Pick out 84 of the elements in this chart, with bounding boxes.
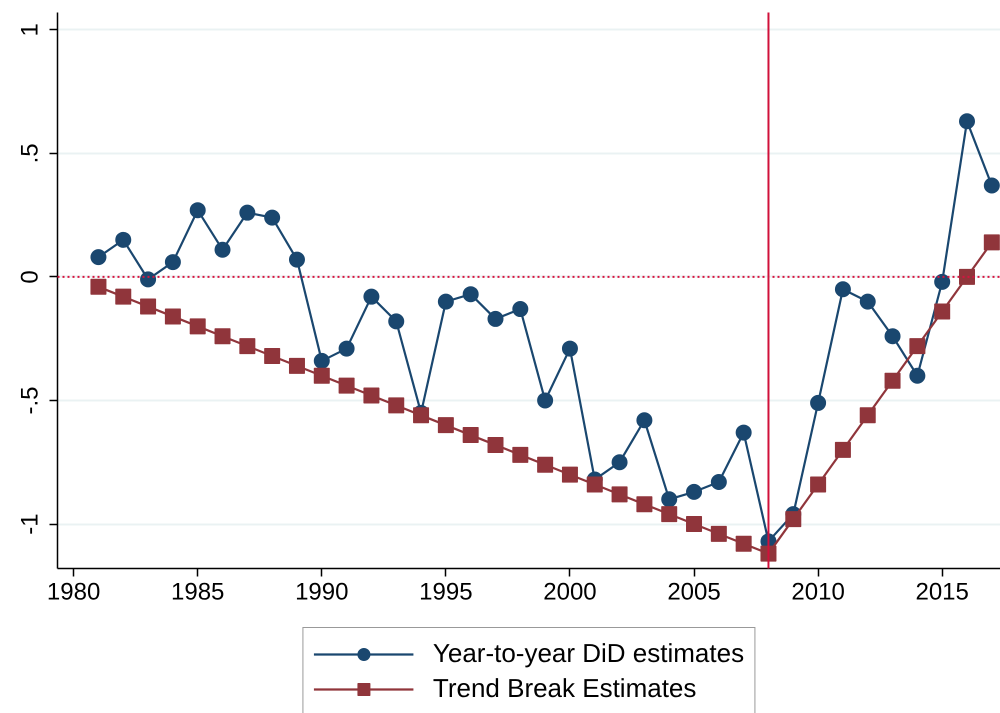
point [959, 113, 975, 130]
point [462, 286, 479, 302]
point [388, 397, 404, 414]
point [661, 506, 678, 522]
point [860, 407, 876, 424]
point [338, 378, 355, 394]
point [636, 412, 652, 428]
point [115, 288, 132, 305]
point [612, 486, 628, 502]
point [388, 313, 404, 330]
point [338, 340, 355, 357]
point [736, 424, 752, 441]
point [190, 202, 206, 218]
point [164, 308, 181, 324]
point [586, 476, 603, 492]
y-tick-label: -.5 [16, 386, 44, 414]
point [314, 368, 330, 384]
point [736, 536, 752, 552]
y-tick-label: 0 [16, 270, 44, 284]
point [363, 288, 380, 305]
point [288, 358, 305, 374]
point [488, 310, 504, 327]
point [462, 427, 479, 444]
point [363, 388, 380, 404]
point [214, 242, 231, 258]
legend-label: Trend Break Estimates [432, 673, 696, 704]
point [488, 436, 504, 453]
point [512, 301, 528, 318]
point [140, 298, 156, 315]
point [909, 368, 926, 384]
point [239, 338, 256, 354]
x-tick-label: 2005 [667, 578, 721, 606]
point [537, 392, 554, 408]
point [686, 516, 702, 532]
point [562, 340, 578, 357]
point [810, 394, 826, 411]
point [140, 271, 156, 288]
point [934, 304, 950, 320]
point [636, 496, 652, 512]
x-tick-label: 2015 [915, 578, 969, 606]
point [288, 252, 305, 268]
point [239, 204, 256, 221]
point [612, 454, 628, 470]
point [785, 511, 802, 528]
point [710, 526, 727, 542]
point [834, 281, 851, 298]
point [810, 476, 826, 492]
point [512, 446, 528, 463]
y-tick-label: .5 [16, 143, 44, 164]
point [314, 352, 330, 369]
point [562, 466, 578, 483]
x-tick-label: 2010 [791, 578, 845, 606]
point [537, 456, 554, 473]
point [984, 177, 1000, 194]
point [686, 484, 702, 500]
x-tick-label: 2000 [543, 578, 597, 606]
point [884, 372, 901, 389]
point [264, 348, 280, 364]
point [190, 318, 206, 334]
point [959, 268, 975, 285]
point [884, 328, 901, 344]
point [164, 254, 181, 270]
point [710, 474, 727, 490]
x-tick-label: 1980 [46, 578, 100, 606]
point [90, 278, 106, 295]
point [438, 294, 454, 310]
point [934, 274, 950, 290]
point [984, 234, 1000, 250]
point [90, 249, 106, 266]
point [860, 294, 876, 310]
point [438, 417, 454, 434]
x-tick-label: 1990 [295, 578, 348, 606]
point [413, 407, 430, 424]
legend-label: Year-to-year DiD estimates [432, 638, 744, 669]
point [909, 338, 926, 354]
point [264, 210, 280, 226]
point [115, 232, 132, 248]
x-tick-label: 1985 [171, 578, 224, 606]
y-tick-label: 1 [16, 23, 44, 36]
point [834, 442, 851, 458]
point [214, 328, 231, 344]
y-tick-label: -1 [16, 513, 44, 535]
x-tick-label: 1995 [419, 578, 473, 606]
point [661, 491, 678, 508]
